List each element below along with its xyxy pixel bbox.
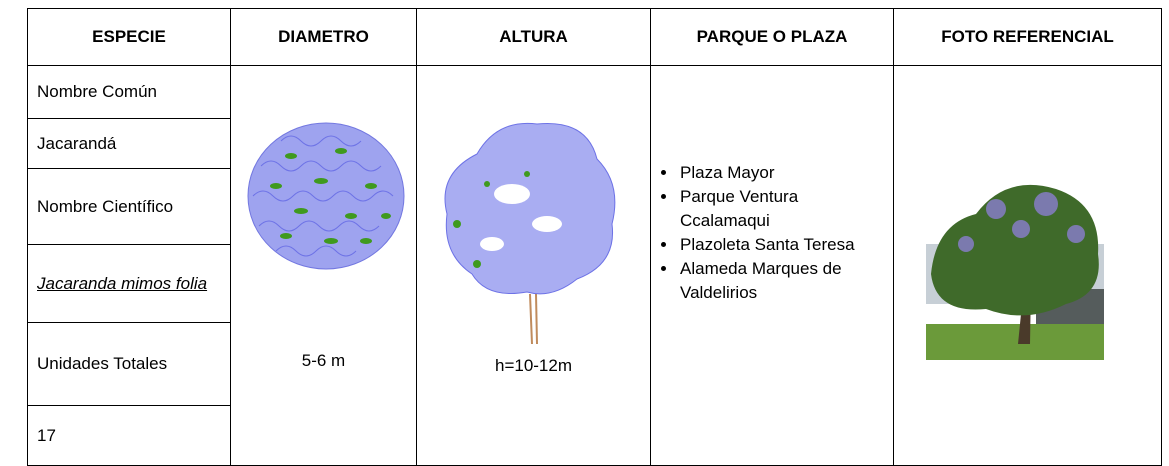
diameter-text: 5-6 m — [301, 351, 346, 370]
height-text: h=10-12m — [494, 356, 573, 375]
species-cell: Jacaranda mimos folia — [27, 244, 231, 323]
tree-elevation-drawing — [444, 122, 616, 345]
photo-cell — [893, 65, 1162, 466]
canopy-plan-drawing — [247, 122, 405, 270]
park-item: Parque Ventura Ccalamaqui — [678, 185, 885, 233]
header-cell: PARQUE O PLAZA — [650, 8, 894, 66]
species-cell: Unidades Totales — [27, 322, 231, 406]
header-cell: FOTO REFERENCIAL — [893, 8, 1162, 66]
parks-cell: Plaza Mayor Parque Ventura Ccalamaqui Pl… — [650, 65, 894, 466]
park-item: Alameda Marques de Valdelirios — [678, 257, 885, 305]
diameter-cell: 5-6 m — [230, 65, 417, 466]
species-cell: Jacarandá — [27, 118, 231, 169]
scientific-name: Jacaranda mimos folia — [37, 273, 208, 293]
species-cell: Nombre Científico — [27, 168, 231, 245]
header-cell: ALTURA — [416, 8, 651, 66]
park-item: Plaza Mayor — [678, 161, 885, 185]
species-table: ESPECIE DIAMETRO ALTURA PARQUE O PLAZA F… — [27, 8, 1162, 466]
header-cell: DIAMETRO — [230, 8, 417, 66]
species-cell: Nombre Común — [27, 65, 231, 119]
species-cell: 17 — [27, 405, 231, 466]
reference-photo — [926, 174, 1104, 360]
height-cell: h=10-12m — [416, 65, 651, 466]
header-cell: ESPECIE — [27, 8, 231, 66]
park-item: Plazoleta Santa Teresa — [678, 233, 885, 257]
parks-list: Plaza Mayor Parque Ventura Ccalamaqui Pl… — [660, 161, 885, 305]
